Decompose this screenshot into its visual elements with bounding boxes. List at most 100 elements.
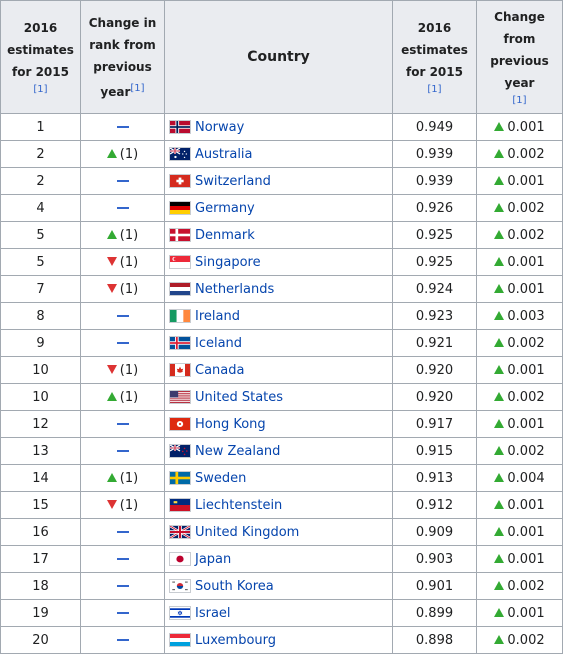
hdi-value-cell: 0.901 <box>392 572 477 600</box>
table-row: 14 (1) Sweden 0.913 0.004 <box>0 464 563 492</box>
country-cell: Ireland <box>164 302 393 330</box>
country-link[interactable]: Germany <box>195 200 255 216</box>
hdi-up-icon <box>494 229 505 239</box>
country-link[interactable]: United Kingdom <box>195 524 300 540</box>
hdi-value-cell: 0.923 <box>392 302 477 330</box>
hong-kong-flag-icon[interactable] <box>169 417 191 431</box>
denmark-flag-icon[interactable] <box>169 228 191 242</box>
germany-flag-icon[interactable] <box>169 201 191 215</box>
netherlands-flag-icon[interactable] <box>169 282 191 296</box>
country-cell: Liechtenstein <box>164 491 393 519</box>
table-row: 18 South Korea 0.901 0.002 <box>0 572 563 600</box>
sweden-flag-icon[interactable] <box>169 471 191 485</box>
country-link[interactable]: Ireland <box>195 308 240 324</box>
switzerland-flag-icon[interactable] <box>169 174 191 188</box>
hdi-up-icon <box>494 283 505 293</box>
rank-cell: 5 <box>0 248 81 276</box>
country-cell: Switzerland <box>164 167 393 195</box>
country-link[interactable]: Netherlands <box>195 281 275 297</box>
rank-cell: 17 <box>0 545 81 573</box>
country-link[interactable]: Canada <box>195 362 245 378</box>
hdi-value-cell: 0.939 <box>392 140 477 168</box>
country-link[interactable]: Liechtenstein <box>195 497 283 513</box>
new-zealand-flag-icon[interactable] <box>169 444 191 458</box>
hdi-reference-link[interactable]: [1] <box>427 84 442 95</box>
country-link[interactable]: Sweden <box>195 470 247 486</box>
country-link[interactable]: New Zealand <box>195 443 281 459</box>
delta-reference-link[interactable]: [1] <box>512 95 527 106</box>
hdi-change-value: 0.001 <box>507 551 545 567</box>
hdi-change-value: 0.002 <box>507 146 545 162</box>
no-change-dash-icon <box>116 423 129 425</box>
united-states-flag-icon[interactable] <box>169 390 191 404</box>
rank-change-label: (1) <box>119 389 139 405</box>
country-link[interactable]: Australia <box>195 146 253 162</box>
country-column-header[interactable]: Country <box>164 0 393 114</box>
hdi-up-icon <box>494 580 505 590</box>
table-row: 10 (1) United States 0.920 0.002 <box>0 383 563 411</box>
israel-flag-icon[interactable] <box>169 606 191 620</box>
header-line: year <box>100 84 131 99</box>
rank-change-cell: (1) <box>80 140 165 168</box>
rank-cell: 10 <box>0 383 81 411</box>
hdi-change-column-header[interactable]: Change from previous year [1] <box>476 0 563 114</box>
rank-up-icon <box>106 148 117 158</box>
change-reference-link[interactable]: [1] <box>130 82 145 94</box>
header-line: for 2015 <box>12 65 69 79</box>
hdi-value-cell: 0.912 <box>392 491 477 519</box>
rank-cell: 2 <box>0 140 81 168</box>
norway-flag-icon[interactable] <box>169 120 191 134</box>
country-link[interactable]: Iceland <box>195 335 243 351</box>
country-link[interactable]: Hong Kong <box>195 416 266 432</box>
hdi-up-icon <box>494 310 505 320</box>
iceland-flag-icon[interactable] <box>169 336 191 350</box>
rank-cell: 7 <box>0 275 81 303</box>
hdi-value-cell: 0.924 <box>392 275 477 303</box>
singapore-flag-icon[interactable] <box>169 255 191 269</box>
country-link[interactable]: South Korea <box>195 578 274 594</box>
country-link[interactable]: Singapore <box>195 254 261 270</box>
country-cell: Japan <box>164 545 393 573</box>
australia-flag-icon[interactable] <box>169 147 191 161</box>
hdi-change-value: 0.002 <box>507 578 545 594</box>
header-line: previous <box>93 59 152 74</box>
canada-flag-icon[interactable] <box>169 363 191 377</box>
hdi-change-value: 0.001 <box>507 497 545 513</box>
rank-cell: 1 <box>0 113 81 141</box>
change-in-rank-column-header[interactable]: Change in rank from previous year[1] <box>80 0 165 114</box>
country-link[interactable]: United States <box>195 389 284 405</box>
country-link[interactable]: Norway <box>195 119 245 135</box>
country-cell: Sweden <box>164 464 393 492</box>
rank-change-cell: (1) <box>80 491 165 519</box>
country-link[interactable]: Denmark <box>195 227 255 243</box>
liechtenstein-flag-icon[interactable] <box>169 498 191 512</box>
no-change-dash-icon <box>116 180 129 182</box>
country-link[interactable]: Japan <box>195 551 232 567</box>
ireland-flag-icon[interactable] <box>169 309 191 323</box>
table-row: 10 (1) Canada 0.920 0.001 <box>0 356 563 384</box>
hdi-value-cell: 0.899 <box>392 599 477 627</box>
hdi-change-value: 0.002 <box>507 632 545 648</box>
country-link[interactable]: Israel <box>195 605 231 621</box>
rank-change-cell <box>80 437 165 465</box>
south-korea-flag-icon[interactable] <box>169 579 191 593</box>
luxembourg-flag-icon[interactable] <box>169 633 191 647</box>
table-row: 8 Ireland 0.923 0.003 <box>0 302 563 330</box>
hdi-change-cell: 0.001 <box>476 545 563 573</box>
hdi-column-header[interactable]: 2016 estimates for 2015 [1] <box>392 0 477 114</box>
rank-change-cell <box>80 410 165 438</box>
hdi-change-value: 0.001 <box>507 281 545 297</box>
country-cell: Germany <box>164 194 393 222</box>
hdi-value-cell: 0.903 <box>392 545 477 573</box>
united-kingdom-flag-icon[interactable] <box>169 525 191 539</box>
hdi-up-icon <box>494 256 505 266</box>
rank-reference-link[interactable]: [1] <box>33 84 48 95</box>
hdi-change-value: 0.002 <box>507 200 545 216</box>
country-link[interactable]: Luxembourg <box>195 632 277 648</box>
rank-up-icon <box>106 472 117 482</box>
country-cell: Australia <box>164 140 393 168</box>
country-cell: South Korea <box>164 572 393 600</box>
country-link[interactable]: Switzerland <box>195 173 271 189</box>
japan-flag-icon[interactable] <box>169 552 191 566</box>
rank-column-header[interactable]: 2016 estimates for 2015 [1] <box>0 0 81 114</box>
